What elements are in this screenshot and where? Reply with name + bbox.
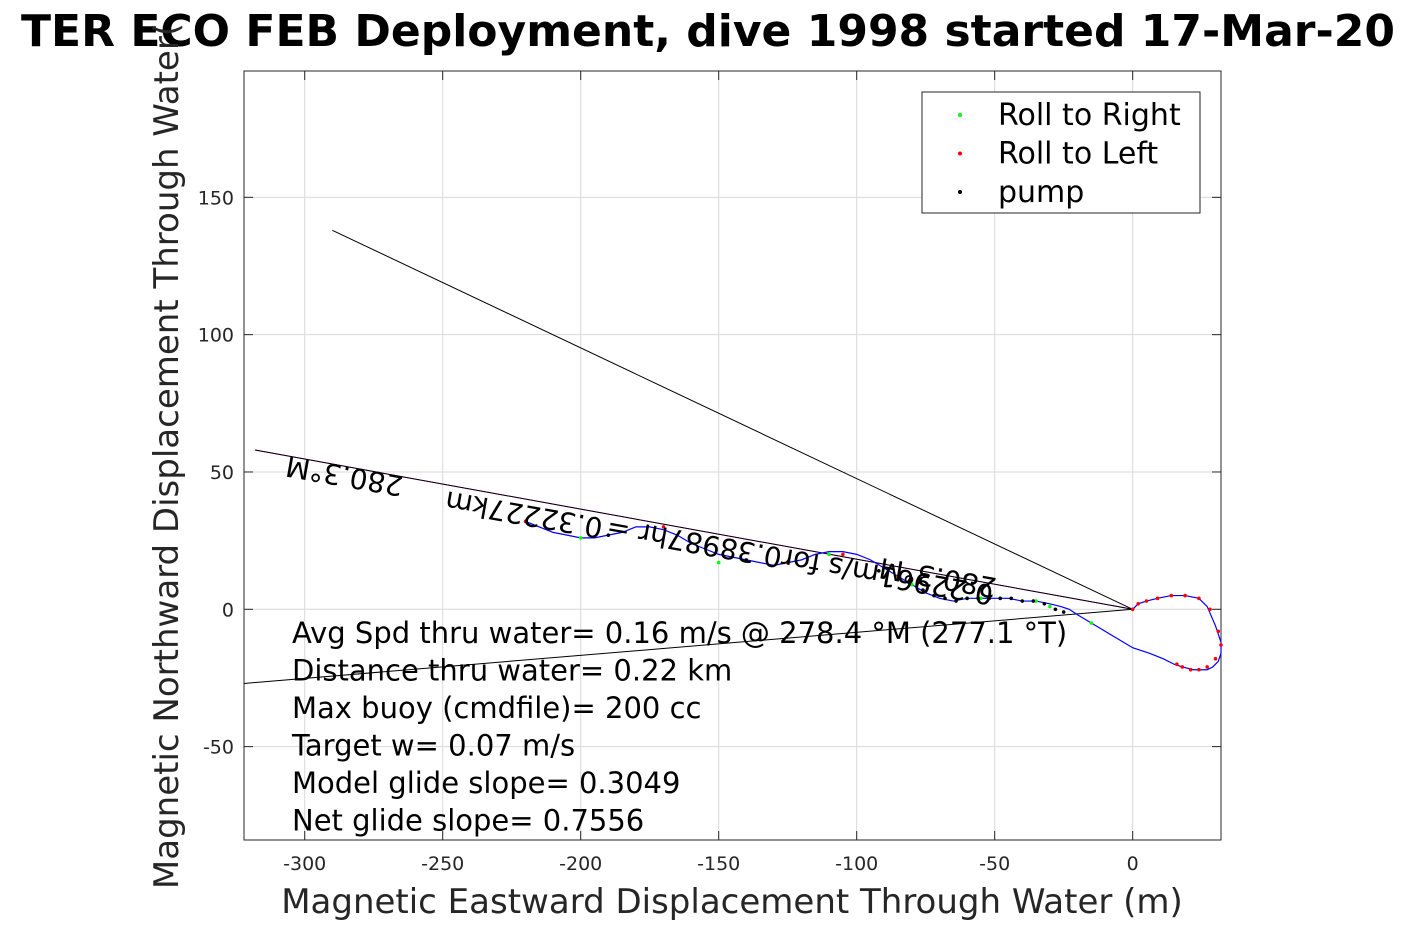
pump-marker (1053, 607, 1058, 612)
roll-left-marker (1208, 607, 1212, 612)
pump-marker (954, 599, 958, 603)
heading-annotation: 280.3°M (283, 449, 405, 502)
pump-marker (987, 596, 991, 601)
stat-line: Distance thru water= 0.22 km (292, 654, 732, 688)
x-tick-label: -300 (283, 853, 326, 875)
roll-right-marker (1089, 621, 1094, 625)
pump-marker (1031, 599, 1036, 603)
pump-marker (1061, 610, 1066, 614)
y-tick-label: 0 (222, 599, 234, 621)
roll-left-marker (1155, 596, 1160, 601)
x-tick-label: -100 (835, 853, 878, 875)
stat-line: Net glide slope= 0.7556 (292, 804, 644, 838)
pump-marker (943, 596, 947, 601)
roll-right-marker (979, 596, 983, 601)
x-tick-label: -250 (421, 853, 464, 875)
lower-line (243, 608, 1133, 684)
x-tick-label: -50 (979, 853, 1010, 875)
roll-right-marker (716, 560, 721, 565)
stat-line: Avg Spd thru water= 0.16 m/s @ 278.4 °M … (292, 616, 1067, 650)
marker-series (523, 519, 1223, 672)
pump-marker (932, 593, 936, 598)
x-axis-label: Magnetic Eastward Displacement Through W… (281, 882, 1183, 922)
axis-ticks: -300 -250 -200 -150 -100 -50 0 -50 0 50 100 150 (198, 71, 1221, 875)
legend-box (921, 91, 1201, 214)
roll-left-marker (1175, 662, 1179, 667)
roll-right-marker (1048, 604, 1052, 609)
pump-marker (998, 596, 1003, 601)
pump-marker (965, 596, 969, 601)
pump-marker (921, 588, 925, 592)
roll-left-marker (1219, 643, 1223, 647)
stats-block: Avg Spd thru water= 0.16 m/s @ 278.4 °M … (291, 616, 1067, 838)
roll-left-marker (1188, 667, 1193, 672)
legend-label: pump (998, 175, 1084, 210)
x-tick-label: 0 (1127, 853, 1139, 875)
x-tick-label: -150 (697, 853, 740, 875)
roll-left-marker (661, 525, 666, 529)
stat-line: Model glide slope= 0.3049 (292, 766, 680, 800)
pump-marker (1042, 602, 1047, 606)
legend-marker (958, 190, 962, 194)
legend-label: Roll to Left (998, 137, 1158, 172)
pump-marker (876, 569, 881, 573)
roll-right-marker (1034, 599, 1038, 603)
plot-area (243, 70, 1222, 841)
track-series (525, 520, 1222, 671)
roll-left-marker (1180, 665, 1185, 669)
x-tick-label: -200 (559, 853, 602, 875)
track-line (525, 520, 1222, 671)
roll-left-marker (1197, 667, 1201, 672)
roll-right-marker (827, 552, 831, 557)
roll-left-marker (1205, 665, 1210, 669)
roll-left-marker (1144, 599, 1149, 603)
legend-marker (958, 151, 962, 156)
pump-marker (606, 533, 611, 537)
pump-marker (1009, 596, 1014, 601)
roll-left-marker (1130, 607, 1135, 612)
diagonal-line (332, 229, 1133, 610)
y-tick-label: 150 (198, 187, 234, 209)
y-tick-label: 50 (210, 462, 234, 484)
roll-left-marker (1183, 593, 1187, 598)
pump-marker (744, 558, 749, 562)
chart-title: TER ECO FEB Deployment, dive 1998 starte… (21, 6, 1395, 57)
stat-line: Max buoy (cmdfile)= 200 cc (292, 691, 701, 725)
roll-left-marker (841, 552, 845, 557)
reference-lines (243, 229, 1133, 684)
roll-left-marker (896, 574, 900, 579)
roll-left-marker (1216, 629, 1221, 634)
heading-line-black (254, 449, 1133, 610)
legend-label: Roll to Right (998, 98, 1181, 133)
y-tick-label: -50 (203, 737, 234, 759)
roll-left-marker (785, 560, 790, 565)
roll-left-marker (523, 519, 528, 524)
roll-left-marker (1136, 602, 1141, 606)
roll-right-marker (910, 582, 914, 587)
pump-marker (976, 596, 980, 601)
legend-marker (958, 113, 962, 117)
roll-left-marker (1213, 656, 1218, 661)
stat-line: Target w= 0.07 m/s (291, 729, 575, 763)
roll-right-marker (578, 536, 583, 540)
roll-left-marker (1169, 593, 1174, 598)
y-tick-label: 100 (198, 325, 234, 347)
y-axis-label: Magnetic Northward Displacement Through … (147, 23, 187, 889)
roll-left-marker (1197, 596, 1201, 601)
pump-marker (1020, 599, 1025, 603)
